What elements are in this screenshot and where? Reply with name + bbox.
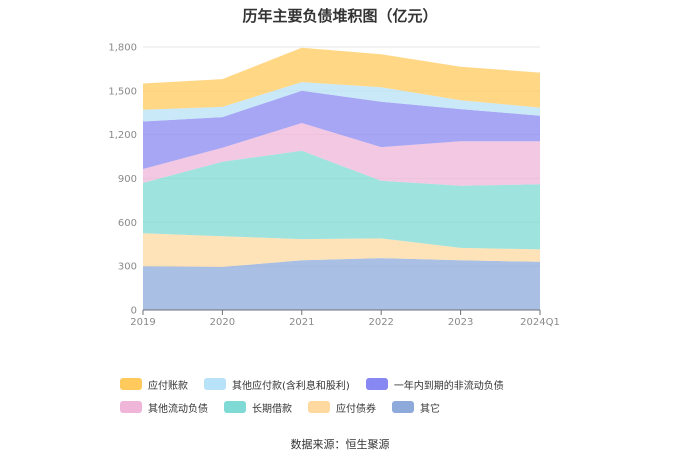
y-tick-label: 300 (118, 262, 137, 273)
legend-swatch (308, 401, 330, 413)
legend-swatch (204, 378, 226, 390)
x-tick-label: 2024Q1 (520, 317, 560, 328)
area-series-其它[interactable] (143, 258, 540, 310)
y-tick-label: 1,800 (108, 43, 137, 54)
legend-swatch (120, 378, 142, 390)
axes: 0 300 600 900 1,200 1,500 1,800 2019 2020 2021 202… (108, 43, 559, 329)
legend-label: 其他流动负债 (148, 403, 208, 415)
legend-swatch (365, 378, 388, 390)
legend-swatch (224, 401, 246, 413)
x-tick-label: 2022 (368, 317, 393, 328)
x-tick-label: 2023 (448, 317, 473, 328)
area-series-其他应付款(含利息和股利)[interactable] (143, 82, 540, 122)
legend-item[interactable]: 一年内到期的非流动负债 (365, 377, 504, 392)
y-tick-label: 1,200 (108, 130, 137, 141)
x-tick-label: 2021 (289, 317, 314, 328)
legend-label: 其它 (420, 403, 440, 415)
legend-item[interactable]: 应付账款 (120, 377, 188, 392)
legend-swatch (392, 401, 414, 413)
x-tick-label: 2019 (130, 317, 155, 328)
y-tick-label: 1,500 (108, 86, 137, 97)
legend-item[interactable]: 其它 (392, 400, 440, 415)
x-tick-label: 2020 (210, 317, 235, 328)
legend-label: 一年内到期的非流动负债 (393, 380, 504, 392)
legend-item[interactable]: 其他流动负债 (120, 400, 208, 415)
legend-item[interactable]: 应付债券 (308, 400, 376, 415)
legend-label: 应付账款 (148, 380, 188, 392)
y-tick-label: 600 (118, 218, 137, 229)
y-tick-label: 0 (131, 306, 137, 317)
legend-label: 其他应付款(含利息和股利) (232, 380, 350, 392)
y-tick-label: 900 (118, 174, 137, 185)
area-series-其他流动负债[interactable] (143, 123, 540, 186)
area-series-一年内到期的非流动负债[interactable] (143, 90, 540, 169)
area-series-长期借款[interactable] (143, 150, 540, 250)
chart-title: 历年主要负债堆积图（亿元） (242, 7, 438, 25)
area-series-应付债券[interactable] (143, 233, 540, 267)
legend-swatch (120, 401, 142, 413)
data-source: 数据来源：恒生聚源 (290, 438, 390, 451)
legend-item[interactable]: 长期借款 (224, 400, 292, 415)
legend-item[interactable]: 其他应付款(含利息和股利) (204, 377, 350, 392)
legend-label: 长期借款 (252, 403, 292, 415)
area-series-应付账款[interactable] (143, 47, 540, 110)
legend: 应付账款 其他应付款(含利息和股利) 一年内到期的非流动负债其他流动负债 长期借款 应付… (120, 377, 580, 415)
area-series (143, 47, 540, 310)
legend-label: 应付债券 (336, 403, 376, 415)
